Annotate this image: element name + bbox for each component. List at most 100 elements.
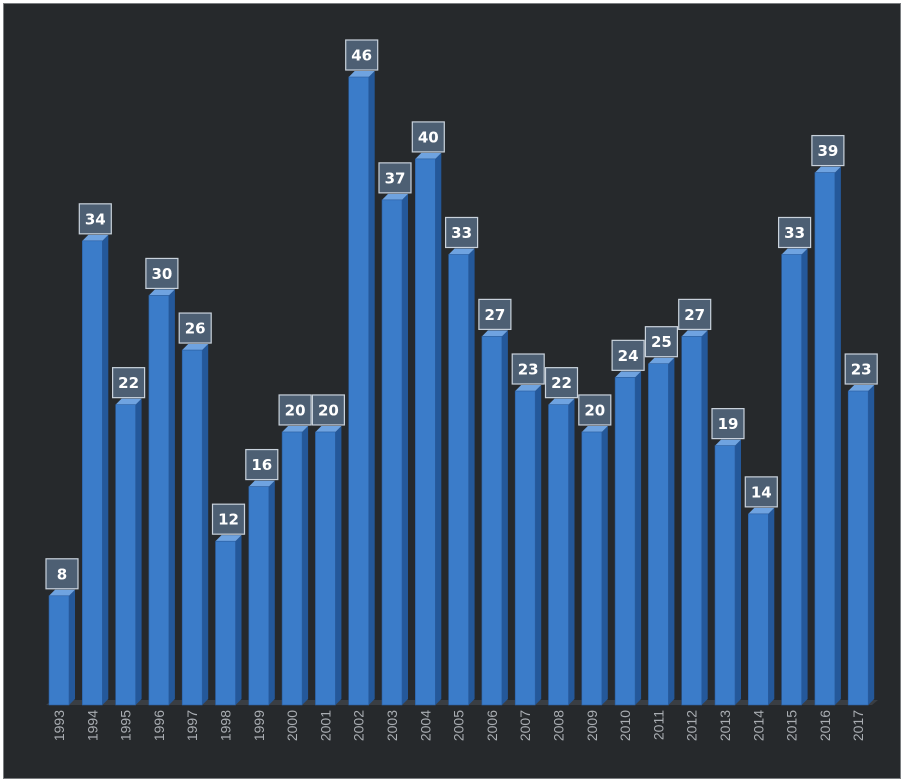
bar-1998 xyxy=(215,535,242,706)
bar-front xyxy=(781,254,802,706)
bar-side xyxy=(368,71,375,705)
bar-side xyxy=(535,385,542,705)
x-tick-label-2017: 2017 xyxy=(850,710,866,741)
bar-top xyxy=(182,344,209,351)
data-label-2000: 20 xyxy=(278,394,312,426)
bar-side xyxy=(868,385,875,705)
x-tick-label-2012: 2012 xyxy=(684,710,700,741)
bar-top xyxy=(481,330,508,337)
bar-2005 xyxy=(448,248,475,706)
bar-front xyxy=(181,349,203,706)
bar-1995 xyxy=(115,398,142,706)
data-label-2011: 25 xyxy=(644,326,679,358)
data-label-1998: 12 xyxy=(211,503,246,535)
data-label-2005: 33 xyxy=(445,216,479,249)
data-label-1993: 8 xyxy=(45,558,79,590)
data-label-2017: 23 xyxy=(844,353,878,385)
data-label-box xyxy=(678,298,712,330)
x-tick-label-2003: 2003 xyxy=(384,710,400,741)
bar-2004 xyxy=(414,152,442,706)
bar-front xyxy=(814,172,836,706)
bar-side xyxy=(635,371,642,705)
bar-side xyxy=(235,535,242,705)
data-label-box xyxy=(411,121,445,153)
bar-front xyxy=(747,513,769,706)
bar-1997 xyxy=(181,344,209,706)
bar-side xyxy=(69,589,75,705)
bar-front xyxy=(614,377,636,706)
x-tick-label-1997: 1997 xyxy=(184,710,200,741)
bar-side xyxy=(601,425,608,705)
x-tick-label-1998: 1998 xyxy=(218,710,234,741)
bar-2015 xyxy=(781,248,808,706)
x-tick-label-2001: 2001 xyxy=(317,710,333,741)
data-label-text: 39 xyxy=(817,142,838,160)
bar-side xyxy=(834,166,841,706)
data-label-box xyxy=(711,408,745,440)
bar-top xyxy=(681,330,708,337)
bar-side xyxy=(402,193,408,705)
x-tick-label-2007: 2007 xyxy=(517,710,533,741)
bar-top xyxy=(82,234,109,241)
bar-top xyxy=(248,480,275,487)
data-label-box xyxy=(145,257,179,290)
bar-front xyxy=(148,295,170,706)
data-label-2013: 19 xyxy=(711,408,745,440)
data-label-box xyxy=(611,339,645,371)
bar-side xyxy=(268,480,275,705)
data-label-text: 40 xyxy=(418,128,439,146)
x-tick-label-2015: 2015 xyxy=(784,710,800,741)
bar-front xyxy=(315,431,336,706)
bar-front xyxy=(714,445,736,706)
bar-side xyxy=(135,398,142,705)
data-label-text: 24 xyxy=(618,347,639,365)
data-label-text: 14 xyxy=(751,483,772,501)
data-label-box xyxy=(78,203,112,235)
bar-side xyxy=(435,152,442,706)
x-tick-label-1995: 1995 xyxy=(118,710,134,741)
data-label-1997: 26 xyxy=(178,312,212,344)
bar-front xyxy=(648,363,669,706)
data-label-text: 23 xyxy=(851,361,872,379)
data-label-box xyxy=(744,476,778,508)
data-label-box xyxy=(578,394,612,426)
x-tick-label-2016: 2016 xyxy=(817,710,833,741)
bar-1994 xyxy=(82,234,109,706)
bar-front xyxy=(581,431,603,706)
bar-side xyxy=(302,425,309,705)
chart-frame: 8 34 22 30 26 12 16 20 20 46 37 40 33 27 23 22 20 24 25 27 1… xyxy=(3,3,901,779)
bar-top xyxy=(382,193,408,200)
bar-side xyxy=(168,289,175,705)
data-label-2004: 40 xyxy=(411,121,445,153)
data-label-1994: 34 xyxy=(78,203,112,235)
x-tick-label-2014: 2014 xyxy=(750,710,766,741)
data-label-text: 8 xyxy=(57,565,67,583)
bar-front xyxy=(281,431,303,706)
data-label-box xyxy=(445,216,479,249)
bar-2013 xyxy=(714,439,741,706)
data-label-box xyxy=(278,394,312,426)
bar-front xyxy=(248,486,270,706)
data-label-2016: 39 xyxy=(811,134,845,167)
bar-side xyxy=(501,330,508,705)
data-label-text: 20 xyxy=(318,401,339,419)
data-label-1996: 30 xyxy=(145,257,179,290)
x-axis-ticks: 1993 1994 1995 1996 1997 1998 1999 2000 2001 2002… xyxy=(51,710,866,741)
data-label-box xyxy=(178,312,212,344)
data-label-2010: 24 xyxy=(611,339,645,371)
data-label-box xyxy=(311,394,345,426)
x-tick-label-2000: 2000 xyxy=(284,710,300,741)
bar-front xyxy=(514,390,536,706)
data-label-1999: 16 xyxy=(245,448,279,481)
bar-front xyxy=(414,158,436,706)
data-label-box xyxy=(111,367,146,399)
data-label-2015: 33 xyxy=(777,216,812,249)
data-label-text: 16 xyxy=(251,456,272,474)
data-label-text: 34 xyxy=(85,210,106,228)
bar-2014 xyxy=(747,507,775,706)
data-label-text: 33 xyxy=(451,224,472,242)
data-label-box xyxy=(644,326,679,358)
data-label-2009: 20 xyxy=(578,394,612,426)
bar-2008 xyxy=(548,398,575,706)
bar-side xyxy=(335,425,342,705)
